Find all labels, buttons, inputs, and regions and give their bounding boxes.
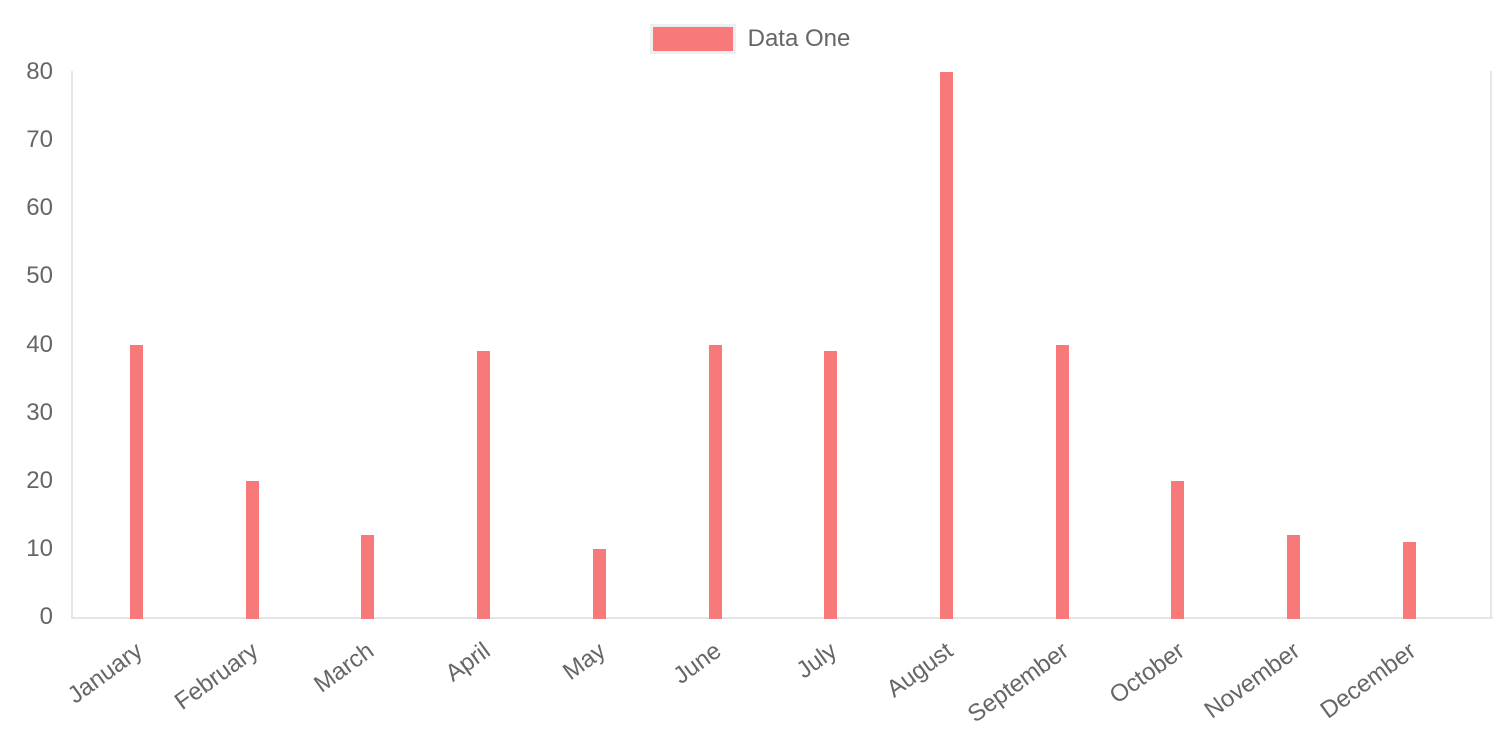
x-tick-label-august: August (881, 637, 958, 703)
bar-january[interactable] (130, 344, 143, 619)
y-axis-line (71, 71, 73, 619)
x-axis-line (71, 617, 1493, 619)
y-tick-label-80: 80 (26, 58, 53, 85)
x-tick-label-september: September (962, 637, 1074, 729)
x-tick-label-february: February (169, 637, 264, 716)
bar-march[interactable] (361, 535, 375, 619)
x-tick-label-march: March (309, 637, 380, 699)
bar-september[interactable] (1055, 344, 1069, 619)
bar-august[interactable] (940, 72, 954, 619)
x-tick-label-october: October (1104, 637, 1190, 710)
x-tick-label-april: April (440, 637, 495, 688)
right-border-line (1490, 71, 1492, 619)
bar-february[interactable] (245, 480, 259, 619)
bar-november[interactable] (1287, 535, 1301, 619)
bar-october[interactable] (1171, 480, 1185, 619)
x-tick-label-may: May (558, 637, 611, 686)
legend-label: Data One (747, 25, 851, 52)
bar-july[interactable] (824, 351, 838, 619)
legend-item-data-one[interactable]: Data One (649, 24, 851, 54)
y-tick-label-0: 0 (39, 603, 53, 630)
chart-legend: Data One (0, 24, 1500, 54)
bar-april[interactable] (477, 351, 491, 619)
x-tick-label-july: July (791, 637, 843, 685)
x-tick-label-december: December (1315, 637, 1421, 725)
x-tick-label-june: June (668, 637, 727, 690)
y-tick-label-60: 60 (26, 194, 53, 222)
y-tick-label-10: 10 (26, 534, 53, 562)
legend-swatch-icon (649, 24, 736, 54)
bar-december[interactable] (1402, 542, 1416, 619)
y-tick-label-20: 20 (26, 466, 53, 494)
x-tick-label-november: November (1199, 637, 1305, 725)
x-tick-label-january: January (62, 637, 148, 710)
y-tick-label-50: 50 (26, 262, 53, 290)
y-tick-label-40: 40 (26, 330, 53, 358)
bar-may[interactable] (592, 548, 606, 619)
bar-june[interactable] (708, 344, 722, 619)
y-tick-label-30: 30 (26, 398, 53, 426)
y-tick-label-70: 70 (26, 126, 53, 154)
